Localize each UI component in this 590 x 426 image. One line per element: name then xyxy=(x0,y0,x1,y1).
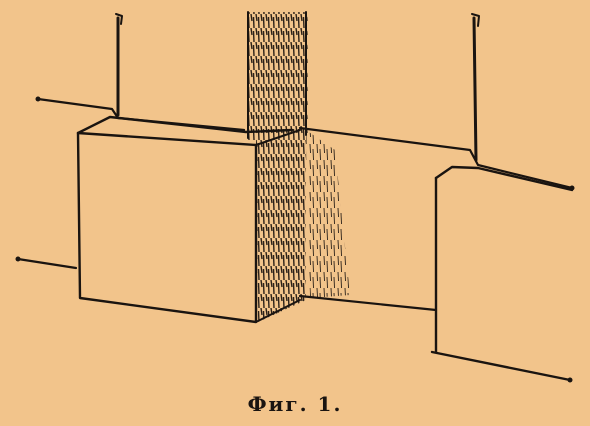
right-upper-post xyxy=(471,13,480,162)
shaded-column xyxy=(247,11,350,322)
left-block xyxy=(76,115,301,324)
lower-middle-line xyxy=(298,294,438,312)
upper-left-rail xyxy=(36,97,246,132)
right-block xyxy=(430,165,574,383)
left-upper-post xyxy=(115,13,123,117)
upper-ledge-line xyxy=(298,126,574,190)
lower-left-rail xyxy=(16,257,78,270)
figure-caption: Фиг. 1. xyxy=(247,392,343,416)
